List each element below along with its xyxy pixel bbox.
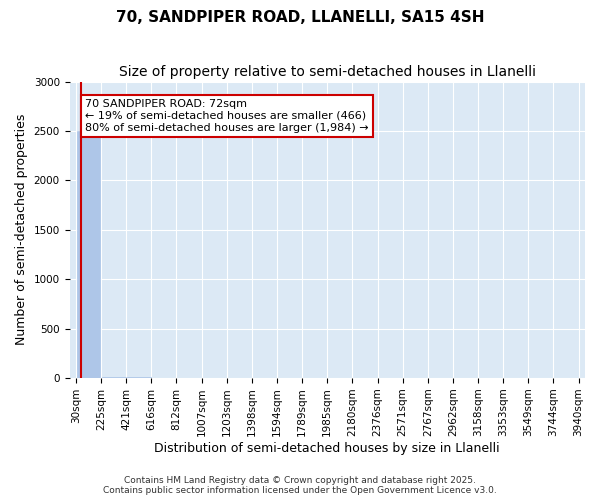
X-axis label: Distribution of semi-detached houses by size in Llanelli: Distribution of semi-detached houses by … bbox=[154, 442, 500, 455]
Text: 70, SANDPIPER ROAD, LLANELLI, SA15 4SH: 70, SANDPIPER ROAD, LLANELLI, SA15 4SH bbox=[116, 10, 484, 25]
Title: Size of property relative to semi-detached houses in Llanelli: Size of property relative to semi-detach… bbox=[119, 65, 536, 79]
Text: 70 SANDPIPER ROAD: 72sqm
← 19% of semi-detached houses are smaller (466)
80% of : 70 SANDPIPER ROAD: 72sqm ← 19% of semi-d… bbox=[85, 100, 369, 132]
Bar bbox=[101, 377, 125, 378]
Text: Contains HM Land Registry data © Crown copyright and database right 2025.
Contai: Contains HM Land Registry data © Crown c… bbox=[103, 476, 497, 495]
Bar bbox=[77, 131, 100, 378]
Y-axis label: Number of semi-detached properties: Number of semi-detached properties bbox=[15, 114, 28, 346]
